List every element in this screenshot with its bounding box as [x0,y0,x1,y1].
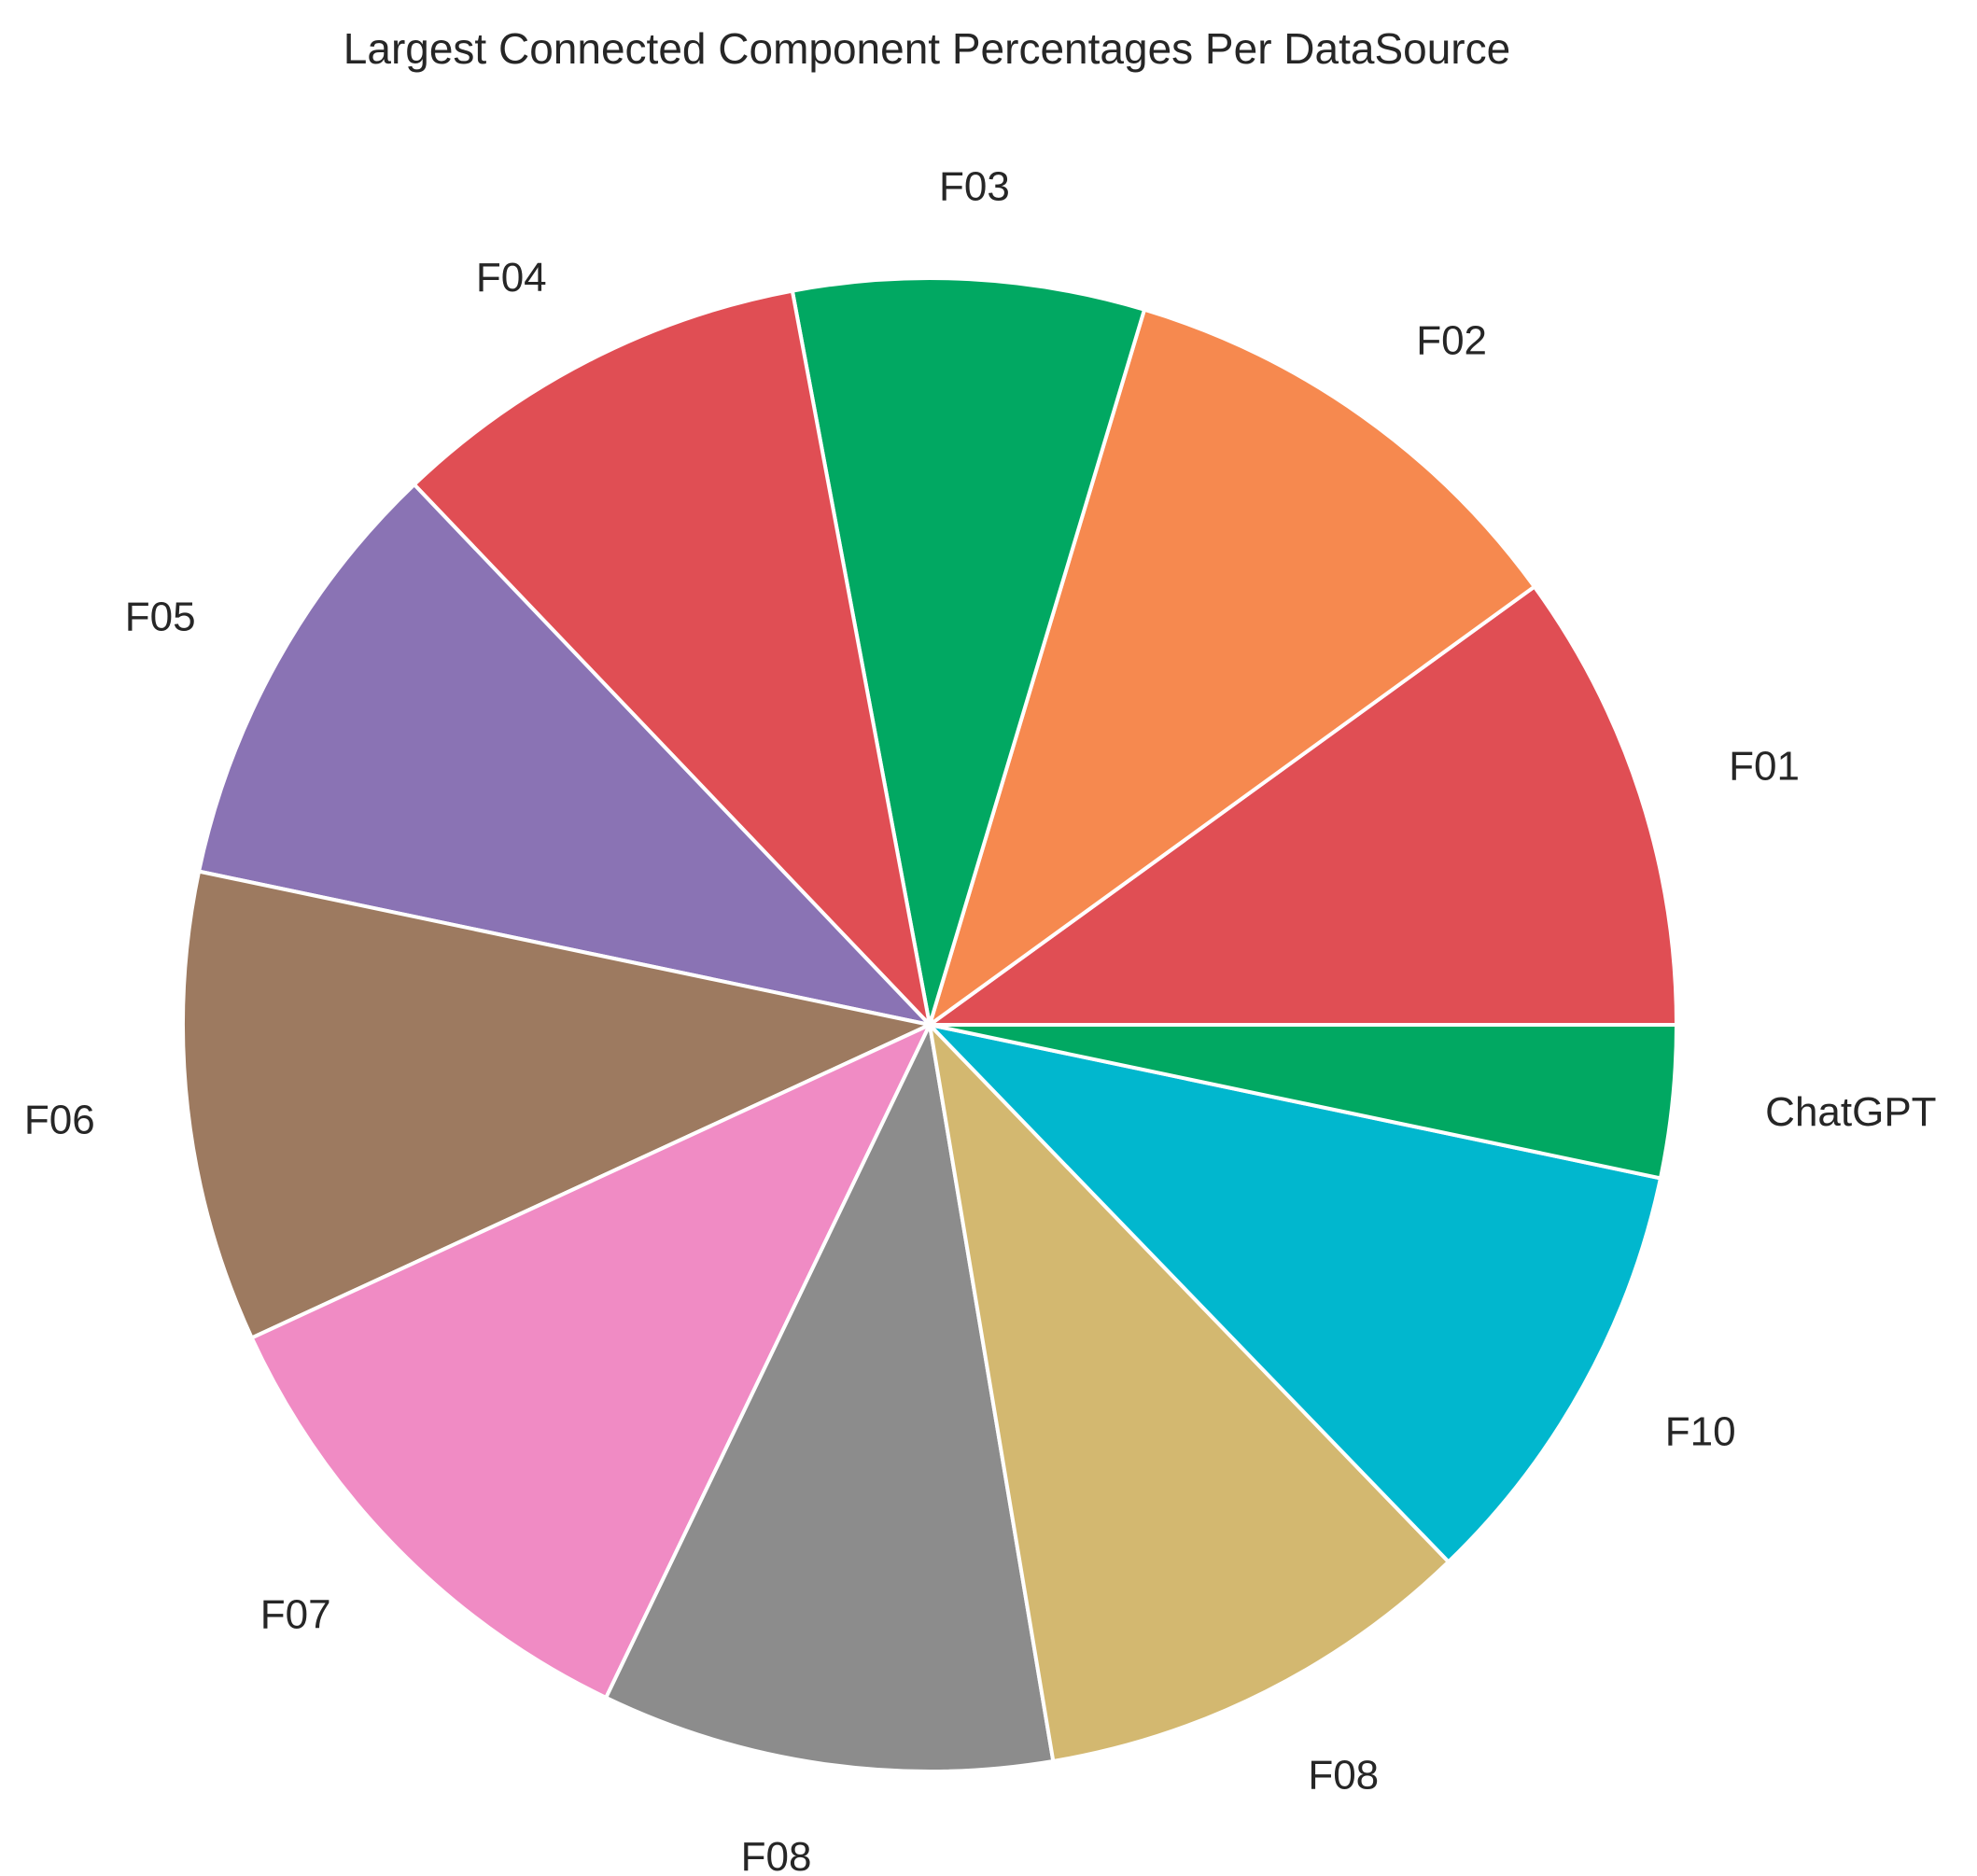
pie-slice-f06-5 [181,869,932,1340]
pie-slice-f04-3 [412,288,932,1027]
pie-label-f03-2: F03 [939,163,1010,209]
pie-label-f05-4: F05 [125,594,196,639]
chart-title: Largest Connected Component Percentages … [344,24,1510,73]
pie-label-f07-6: F07 [260,1591,331,1637]
pie-slice-f05-4 [197,483,932,1027]
pie-slice-f08-7 [604,1023,1056,1773]
pie-slice-f01-0 [928,584,1678,1027]
pie-label-f04-3: F04 [476,255,547,301]
pie-slice-f08-8 [928,1023,1451,1763]
pie-slice-chatgpt-10 [928,1023,1678,1181]
pie-label-f10-9: F10 [1665,1408,1736,1454]
pie-slice-f03-2 [790,276,1146,1027]
pie-label-f01-0: F01 [1729,743,1800,789]
pie-label-chatgpt-10: ChatGPT [1765,1089,1936,1135]
pie-label-f08-8: F08 [1308,1753,1379,1799]
pie-slice-f02-1 [928,307,1536,1027]
pie-slice-f07-6 [249,1023,932,1700]
pie-label-f02-1: F02 [1416,317,1487,363]
pie-labels: F01 F02 F03 F04 F05 F06 F07 F08 F08 F10 ChatGPT [24,163,1937,1876]
pie-slice-f10-9 [928,1023,1662,1564]
pie-label-f08-7: F08 [741,1834,812,1876]
pie-label-f06-5: F06 [24,1097,95,1142]
pie-slices [181,276,1678,1773]
